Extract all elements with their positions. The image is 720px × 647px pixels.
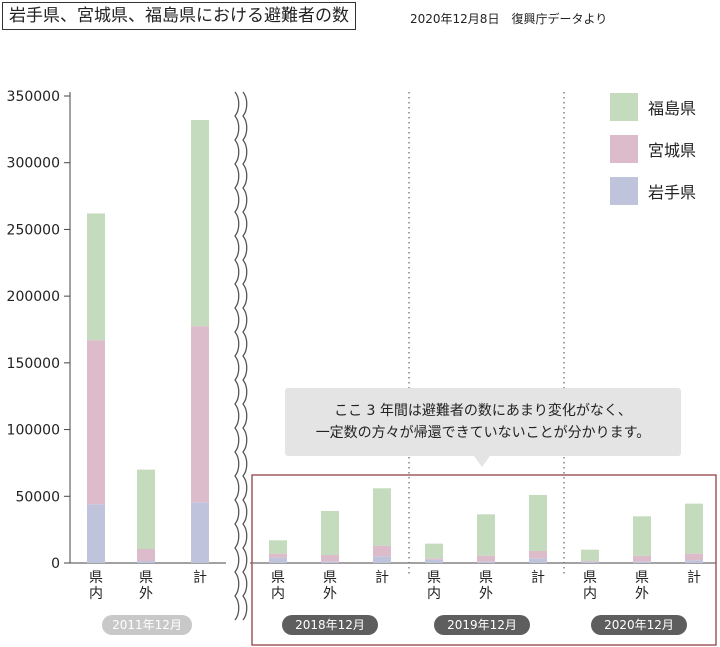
legend-item-fukushima: 福島県	[610, 93, 696, 121]
bar-segment-fukushima	[633, 516, 651, 556]
bar-segment-miyagi	[477, 555, 495, 562]
y-tick-label: 100000	[7, 423, 60, 439]
bar-segment-iwate	[87, 504, 105, 563]
bar-segment-iwate	[269, 557, 287, 563]
bar-segment-iwate	[425, 559, 443, 563]
bar-segment-fukushima	[477, 514, 495, 556]
period-badge-2019: 2019年12月	[434, 615, 530, 635]
x-category-label: 県	[271, 570, 285, 586]
y-tick-label: 350000	[7, 89, 60, 105]
y-tick-label: 150000	[7, 356, 60, 372]
bar-segment-fukushima	[529, 494, 547, 551]
bar-segment-miyagi	[321, 554, 339, 562]
x-category-label: 内	[427, 586, 441, 602]
y-tick-label: 0	[51, 556, 60, 572]
axis-break-line	[242, 91, 248, 621]
bar-segment-miyagi	[685, 553, 703, 561]
x-category-label: 県	[427, 570, 441, 586]
bar-segment-iwate	[581, 561, 599, 563]
bar-segment-iwate	[321, 561, 339, 563]
bar-segment-fukushima	[685, 503, 703, 554]
x-category-label: 外	[635, 586, 649, 602]
x-category-label: 外	[323, 586, 337, 602]
legend-swatch-fukushima	[610, 93, 638, 121]
bar-segment-iwate	[191, 502, 209, 563]
bar-segment-miyagi	[87, 340, 105, 505]
legend-swatch-miyagi	[610, 135, 638, 163]
y-tick-label: 200000	[7, 289, 60, 305]
axis-break-line	[234, 91, 240, 621]
annotation-pointer	[474, 456, 490, 467]
x-category-label: 外	[479, 586, 493, 602]
x-category-label: 外	[139, 586, 153, 602]
bar-segment-miyagi	[581, 560, 599, 562]
y-tick-label: 50000	[15, 489, 60, 505]
bar-segment-miyagi	[425, 558, 443, 560]
x-category-label: 内	[89, 586, 103, 602]
legend-label-iwate: 岩手県	[648, 183, 697, 202]
legend: 福島県 宮城県 岩手県	[610, 93, 696, 219]
x-category-label: 計	[687, 570, 701, 586]
y-tick-label: 250000	[7, 222, 60, 238]
bar-segment-fukushima	[137, 469, 155, 549]
annotation-line-1: ここ 3 年間は避難者の数にあまり変化がなく、	[334, 403, 632, 419]
legend-item-iwate: 岩手県	[610, 177, 696, 205]
x-category-label: 県	[479, 570, 493, 586]
bar-segment-fukushima	[373, 488, 391, 546]
period-badge-2011: 2011年12月	[102, 615, 192, 635]
x-category-label: 内	[583, 586, 597, 602]
bar-segment-iwate	[529, 558, 547, 563]
legend-item-miyagi: 宮城県	[610, 135, 696, 163]
legend-swatch-iwate	[610, 177, 638, 205]
bar-segment-fukushima	[581, 549, 599, 561]
legend-label-miyagi: 宮城県	[648, 141, 697, 160]
bar-segment-iwate	[633, 561, 651, 563]
recent-years-frame	[251, 474, 717, 646]
y-tick-label: 300000	[7, 156, 60, 172]
bar-segment-miyagi	[633, 555, 651, 562]
x-category-label: 県	[635, 570, 649, 586]
x-category-label: 計	[531, 570, 545, 586]
bar-segment-miyagi	[269, 553, 287, 558]
x-category-label: 県	[323, 570, 337, 586]
annotation-line-2: 一定数の方々が帰還できていないことが分かります。	[315, 425, 651, 441]
x-category-label: 県	[89, 570, 103, 586]
x-category-label: 県	[583, 570, 597, 586]
x-category-label: 内	[271, 586, 285, 602]
period-badge-2018: 2018年12月	[282, 615, 378, 635]
bar-segment-fukushima	[321, 510, 339, 555]
bar-segment-iwate	[373, 556, 391, 563]
bar-segment-miyagi	[191, 326, 209, 503]
chart-source-note: 2020年12月8日 復興庁データより	[410, 12, 608, 26]
bar-segment-iwate	[685, 560, 703, 563]
period-badge-2020: 2020年12月	[591, 615, 687, 635]
bar-segment-miyagi	[137, 548, 155, 561]
bar-segment-fukushima	[191, 120, 209, 327]
bar-segment-miyagi	[529, 550, 547, 559]
chart-title: 岩手県、宮城県、福島県における避難者の数	[2, 2, 356, 30]
x-category-label: 県	[139, 570, 153, 586]
bar-segment-fukushima	[425, 543, 443, 559]
bar-segment-iwate	[137, 560, 155, 563]
bar-segment-iwate	[477, 561, 495, 563]
x-category-label: 計	[375, 570, 389, 586]
bar-segment-fukushima	[269, 540, 287, 554]
bar-segment-miyagi	[373, 545, 391, 557]
bar-segment-fukushima	[87, 213, 105, 341]
legend-label-fukushima: 福島県	[648, 99, 697, 118]
x-category-label: 計	[193, 570, 207, 586]
annotation-callout: ここ 3 年間は避難者の数にあまり変化がなく、 一定数の方々が帰還できていないこ…	[285, 388, 681, 456]
